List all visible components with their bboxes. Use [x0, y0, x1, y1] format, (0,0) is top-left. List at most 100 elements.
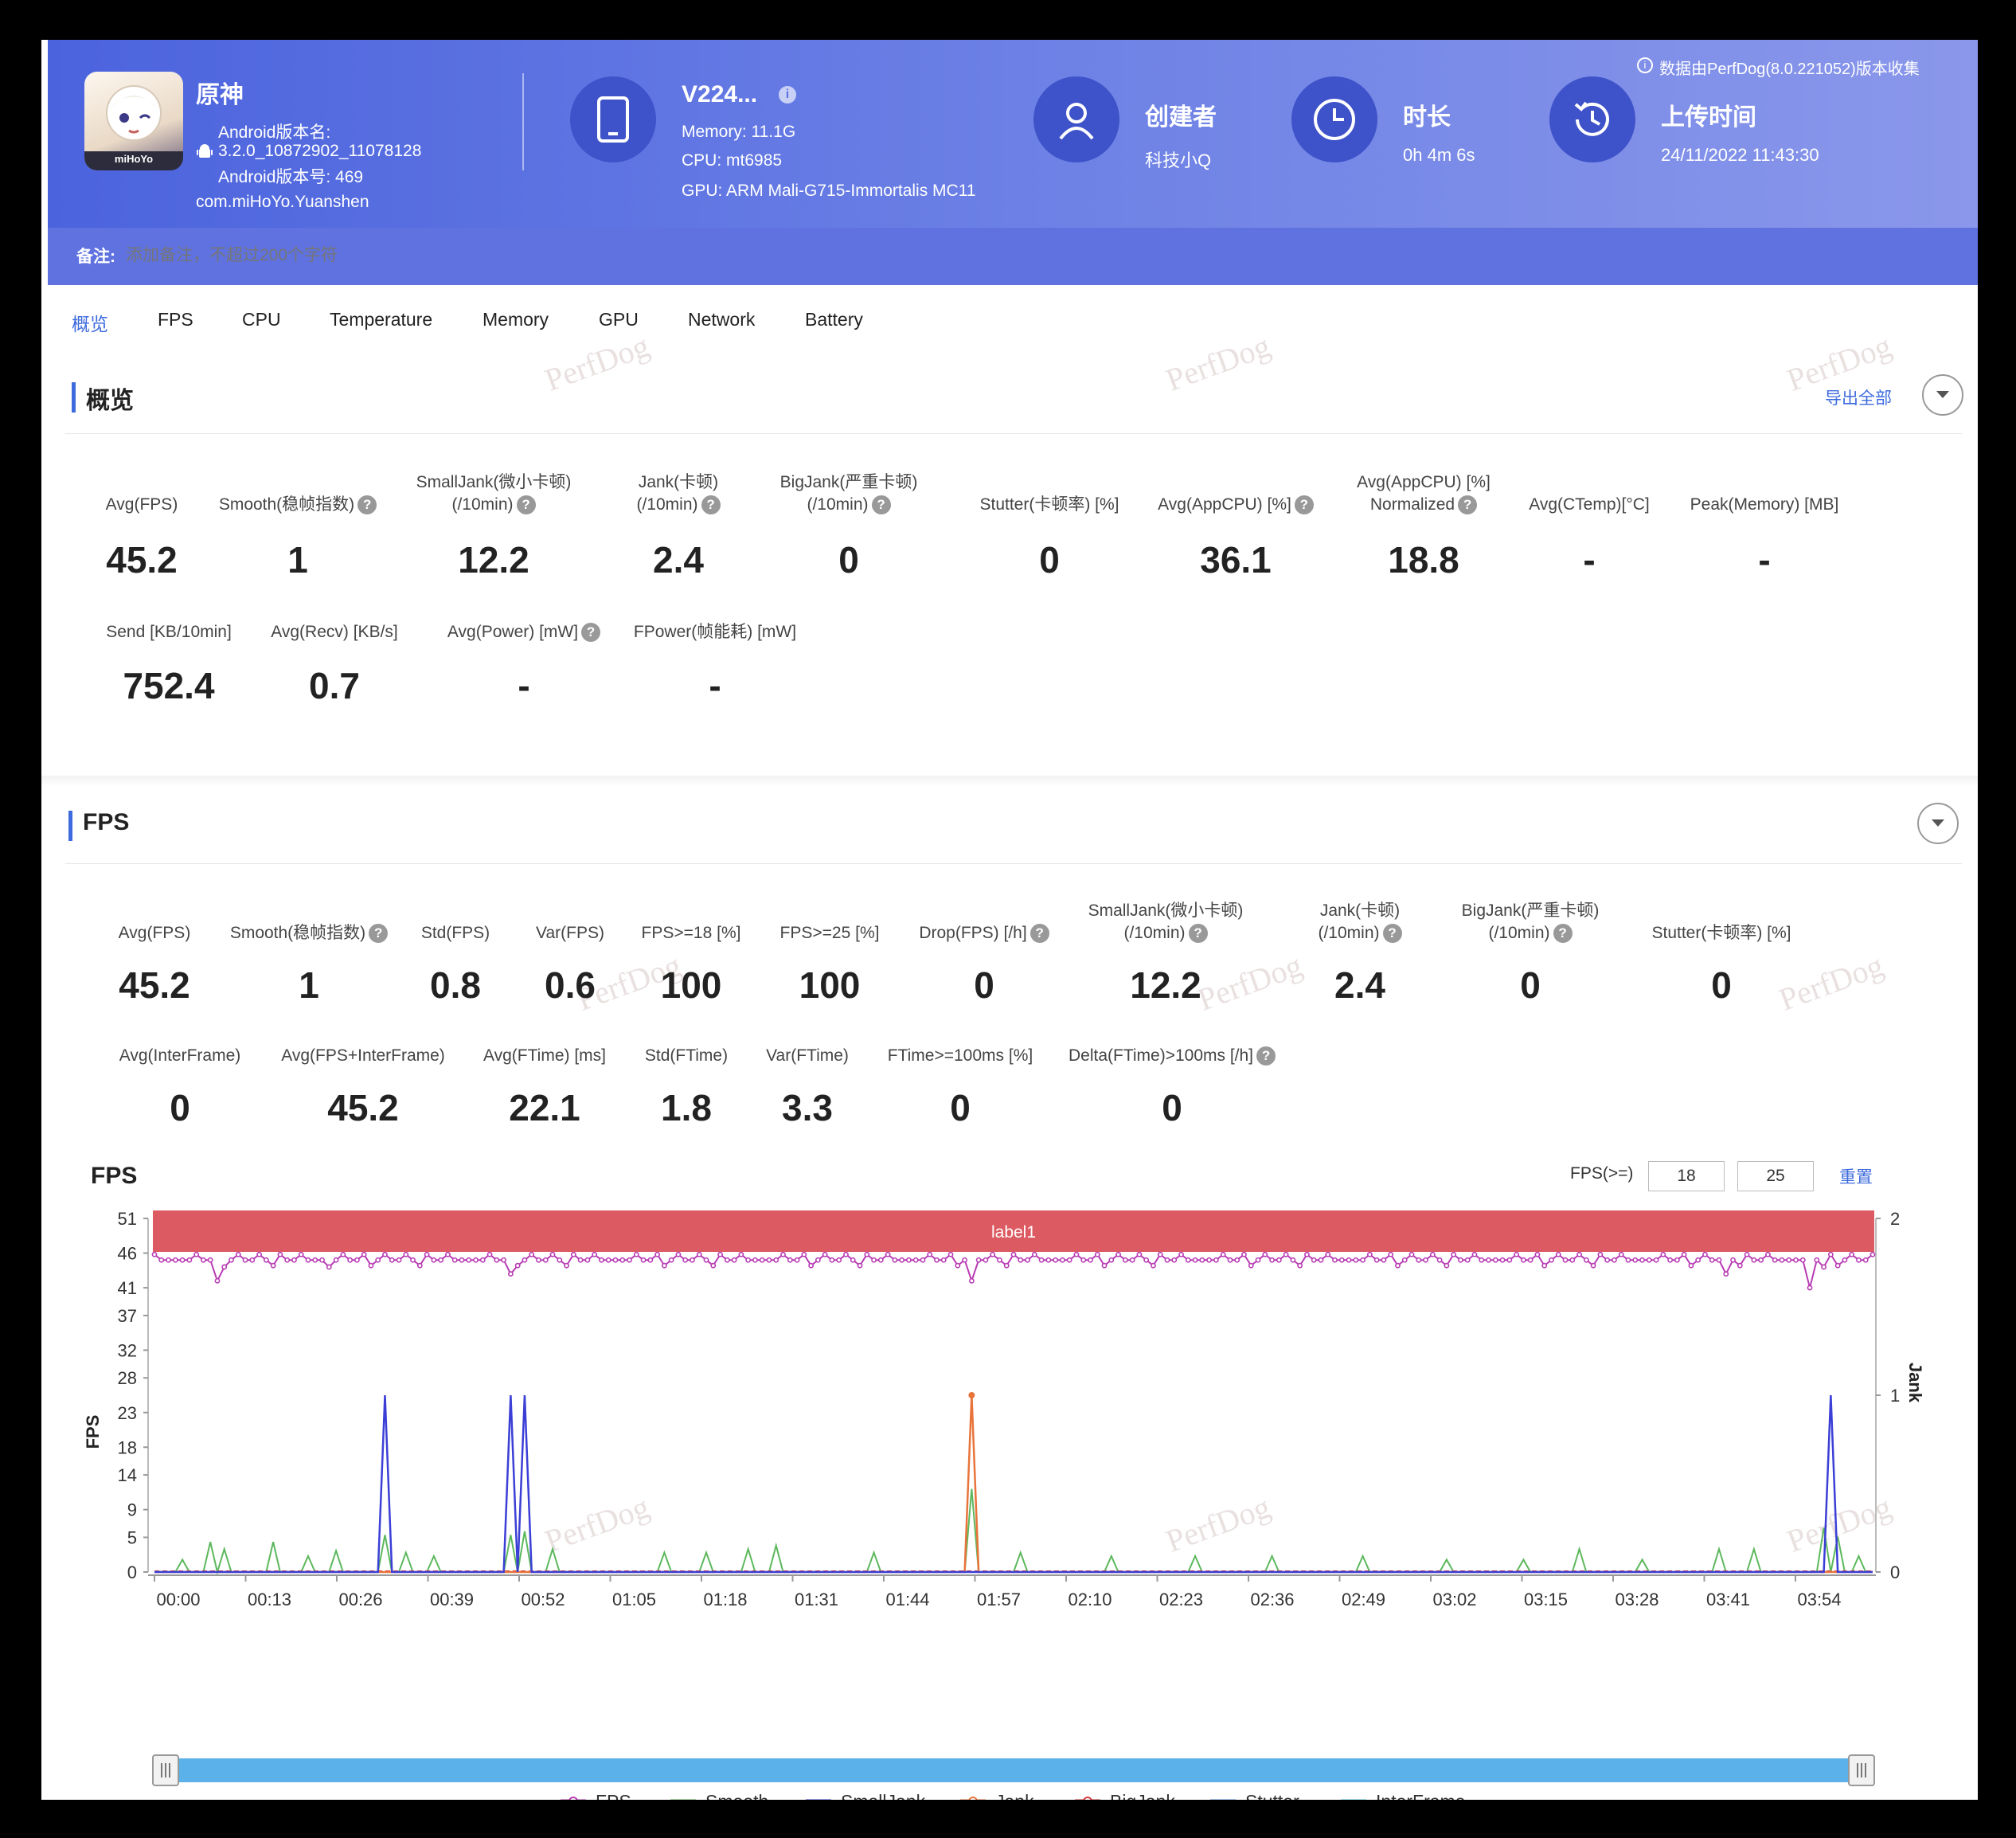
stat-label: Avg(Recv) [KB/s] — [271, 623, 398, 641]
stat-label-line: FTime>=100ms [%] — [833, 1045, 1088, 1067]
slider-handle-right[interactable] — [1848, 1754, 1875, 1786]
stat-label: Avg(FPS) — [118, 924, 191, 942]
fps-point — [1751, 1257, 1757, 1263]
help-icon[interactable]: ? — [357, 495, 377, 515]
stat-label-line2: (/10min)? — [1411, 922, 1650, 944]
tab-bar: 概览 FPS CPU Temperature Memory GPU Networ… — [41, 285, 1978, 355]
fps-point — [759, 1257, 765, 1263]
fps-point — [1772, 1257, 1778, 1263]
threshold-input-2[interactable] — [1737, 1161, 1814, 1191]
perfdog-report-window: miHoYo 原神 Android版本名: 3.2.0_10872902_110… — [41, 40, 1978, 1800]
help-icon[interactable]: ? — [1382, 924, 1402, 944]
fps-point — [459, 1257, 465, 1263]
legend-item-fps[interactable]: FPS — [561, 1791, 631, 1800]
duration-label: 时长 — [1403, 104, 1451, 131]
fps-point — [151, 1251, 158, 1257]
stat-value: 0 — [1039, 539, 1060, 581]
tab-battery[interactable]: Battery — [805, 309, 863, 330]
help-icon[interactable]: ? — [369, 924, 389, 944]
fps-point — [1318, 1257, 1324, 1263]
help-icon[interactable]: ? — [1553, 924, 1573, 944]
fps-point — [451, 1257, 458, 1263]
help-icon[interactable]: ? — [1029, 924, 1049, 944]
stat-value: 2.4 — [653, 539, 704, 581]
legend-item-stutter[interactable]: Stutter — [1210, 1791, 1299, 1800]
fps-point — [1381, 1257, 1387, 1263]
fps-point — [1206, 1257, 1213, 1263]
fps-point — [1429, 1251, 1436, 1257]
fps-point — [983, 1257, 989, 1263]
tab-network[interactable]: Network — [688, 309, 756, 330]
device-icon — [570, 76, 656, 162]
help-icon[interactable]: ? — [1188, 924, 1208, 944]
fps-point — [1716, 1257, 1722, 1263]
tab-temperature[interactable]: Temperature — [330, 309, 433, 330]
help-icon[interactable]: ? — [1458, 495, 1478, 515]
stat-label-line2: Smooth(稳帧指数)? — [178, 494, 417, 516]
legend-item-smooth[interactable]: Smooth — [670, 1791, 768, 1800]
tab-overview[interactable]: 概览 — [72, 314, 108, 334]
stat-value: 752.4 — [123, 665, 215, 706]
legend-item-jank[interactable]: Jank — [960, 1791, 1034, 1800]
stat-label-line2: Smooth(稳帧指数)? — [189, 922, 428, 944]
legend-item-interframe[interactable]: InterFrame — [1341, 1791, 1465, 1800]
fps-point — [592, 1251, 598, 1257]
info-icon[interactable]: i — [779, 86, 796, 104]
fps-point — [912, 1257, 919, 1263]
stat-label-line2: Avg(CTemp)[°C] — [1470, 494, 1709, 516]
fps-point — [654, 1251, 661, 1257]
tab-gpu[interactable]: GPU — [599, 309, 639, 330]
y-tick-label: 37 — [118, 1306, 137, 1326]
stat-block: Avg(FPS+InterFrame) 45.2 — [236, 1045, 490, 1128]
fps-point — [1297, 1262, 1303, 1269]
stat-block: Avg(CTemp)[°C] - — [1470, 471, 1709, 581]
legend-item-smalljank[interactable]: SmallJank — [806, 1791, 926, 1800]
jank-point — [968, 1392, 975, 1398]
fps-collapse-button[interactable] — [1917, 803, 1959, 844]
fps-point — [934, 1257, 940, 1263]
fps-point — [1122, 1257, 1128, 1263]
fps-point — [1514, 1251, 1520, 1257]
fps-point — [1115, 1251, 1121, 1257]
fps-point — [1869, 1251, 1876, 1257]
header-divider — [522, 73, 524, 170]
overview-collapse-button[interactable] — [1922, 374, 1963, 416]
stat-label-line1: SmallJank(微小卡顿) — [416, 473, 572, 491]
stat-label-line: Avg(InterFrame) — [53, 1045, 307, 1067]
fps-point — [1136, 1251, 1143, 1257]
fps-point — [1332, 1257, 1338, 1263]
tab-memory[interactable]: Memory — [483, 309, 549, 330]
slider-handle-left[interactable] — [152, 1754, 179, 1786]
legend-item-bigjank[interactable]: BigJank — [1075, 1791, 1175, 1800]
fps-point — [1101, 1262, 1108, 1269]
help-icon[interactable]: ? — [1256, 1046, 1276, 1066]
stat-label-line2: FPS>=25 [%] — [710, 922, 949, 944]
stat-label-line2: (/10min)? — [374, 494, 613, 516]
help-icon[interactable]: ? — [581, 623, 601, 643]
fps-point — [1590, 1262, 1596, 1269]
device-memory: Memory: 11.1G — [682, 123, 796, 141]
reset-link[interactable]: 重置 — [1839, 1168, 1873, 1187]
package-name: com.miHoYo.Yuanshen — [196, 193, 369, 211]
fps-point — [1723, 1271, 1729, 1277]
duration-value: 0h 4m 6s — [1403, 145, 1475, 165]
help-icon[interactable]: ? — [516, 495, 536, 515]
fps-point — [955, 1262, 961, 1269]
fps-point — [354, 1257, 360, 1263]
threshold-input-1[interactable] — [1648, 1161, 1725, 1191]
tab-cpu[interactable]: CPU — [242, 309, 281, 330]
fps-point — [1269, 1257, 1275, 1263]
help-icon[interactable]: ? — [1294, 495, 1314, 515]
stat-label: Smooth(稳帧指数) — [218, 495, 355, 514]
help-icon[interactable]: ? — [871, 495, 891, 515]
help-icon[interactable]: ? — [701, 495, 721, 515]
tab-fps[interactable]: FPS — [158, 309, 193, 330]
fps-point — [1827, 1251, 1834, 1257]
stat-label-line: Avg(FTime) [ms] — [417, 1045, 672, 1067]
fps-point — [864, 1251, 870, 1257]
fps-chart: label1 FPS Jank 0 5 9 14 18 23 28 32 37 41 46 51 0 1 2… — [83, 1210, 1925, 1800]
note-input[interactable] — [124, 239, 844, 272]
export-all-link[interactable]: 导出全部 — [1825, 389, 1892, 408]
fps-point — [424, 1251, 430, 1257]
fps-point — [696, 1251, 702, 1257]
